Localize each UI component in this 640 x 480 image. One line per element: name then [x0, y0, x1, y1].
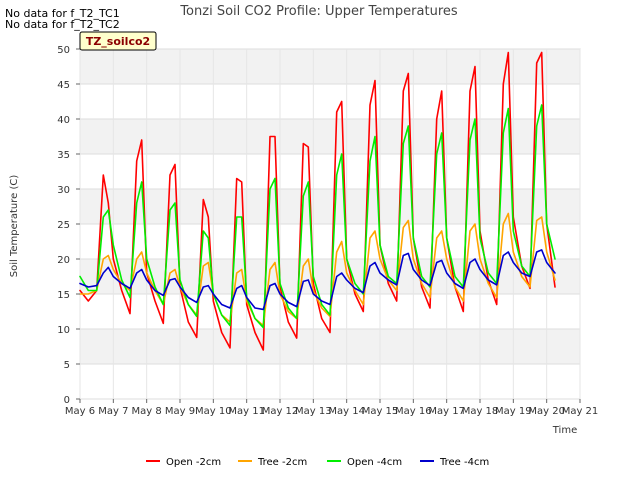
x-tick-label: May 18	[462, 406, 499, 417]
x-tick-label: May 6	[65, 406, 95, 417]
x-tick-label: May 20	[528, 406, 565, 417]
x-tick-label: May 12	[262, 406, 299, 417]
y-tick-label: 35	[57, 150, 70, 161]
y-tick-label: 25	[57, 220, 70, 231]
plot-band	[80, 189, 580, 224]
y-tick-label: 20	[57, 255, 70, 266]
series-line-open-4cm	[79, 104, 556, 329]
x-tick-label: May 9	[165, 406, 195, 417]
plot-band	[80, 154, 580, 189]
tz-tag-label: TZ_soilco2	[86, 35, 150, 48]
legend-label: Open -2cm	[166, 457, 221, 468]
plot-band	[80, 84, 580, 119]
y-tick-label: 50	[57, 45, 70, 56]
y-tick-label: 10	[57, 325, 70, 336]
tz-tag: TZ_soilco2	[79, 31, 157, 51]
plot-band	[80, 329, 580, 364]
legend: Open -2cm Tree -2cm Open -4cm Tree -4cm	[146, 457, 489, 468]
y-axis-title: Soil Temperature (C)	[9, 175, 20, 278]
x-tick-label: May 7	[98, 406, 128, 417]
x-axis-title: Time	[552, 425, 577, 436]
legend-label: Tree -4cm	[439, 457, 489, 468]
y-tick-label: 30	[57, 185, 70, 196]
y-tick-label: 45	[57, 80, 70, 91]
legend-label: Open -4cm	[347, 457, 402, 468]
legend-label: Tree -2cm	[257, 457, 307, 468]
x-tick-label: May 10	[195, 406, 232, 417]
y-tick-label: 40	[57, 115, 70, 126]
x-tick-label: May 19	[495, 406, 532, 417]
x-tick-label: May 17	[428, 406, 465, 417]
series-line-tree-4cm	[79, 249, 556, 311]
no-data-notice-1: No data for f_T2_TC1	[5, 7, 120, 20]
x-tick-label: May 16	[395, 406, 432, 417]
plot-band	[80, 119, 580, 154]
chart-title: Tonzi Soil CO2 Profile: Upper Temperatur…	[179, 4, 458, 19]
x-tick-label: May 15	[362, 406, 399, 417]
y-tick-label: 15	[57, 290, 70, 301]
y-ticks: 0 5 10 15 20 25 30 35 40 45 50	[57, 45, 80, 406]
plot-band	[80, 224, 580, 259]
series-layer	[79, 51, 556, 351]
y-tick-label: 5	[64, 360, 70, 371]
plot-band	[80, 364, 580, 399]
tz-tag-box	[79, 31, 157, 51]
y-tick-label: 0	[64, 395, 70, 406]
x-tick-label: May 8	[132, 406, 162, 417]
x-tick-label: May 21	[562, 406, 599, 417]
x-tick-label: May 13	[295, 406, 332, 417]
x-tick-label: May 14	[328, 406, 365, 417]
plot-band	[80, 49, 580, 84]
no-data-notice-2: No data for f_T2_TC2	[5, 18, 120, 31]
x-tick-label: May 11	[228, 406, 265, 417]
